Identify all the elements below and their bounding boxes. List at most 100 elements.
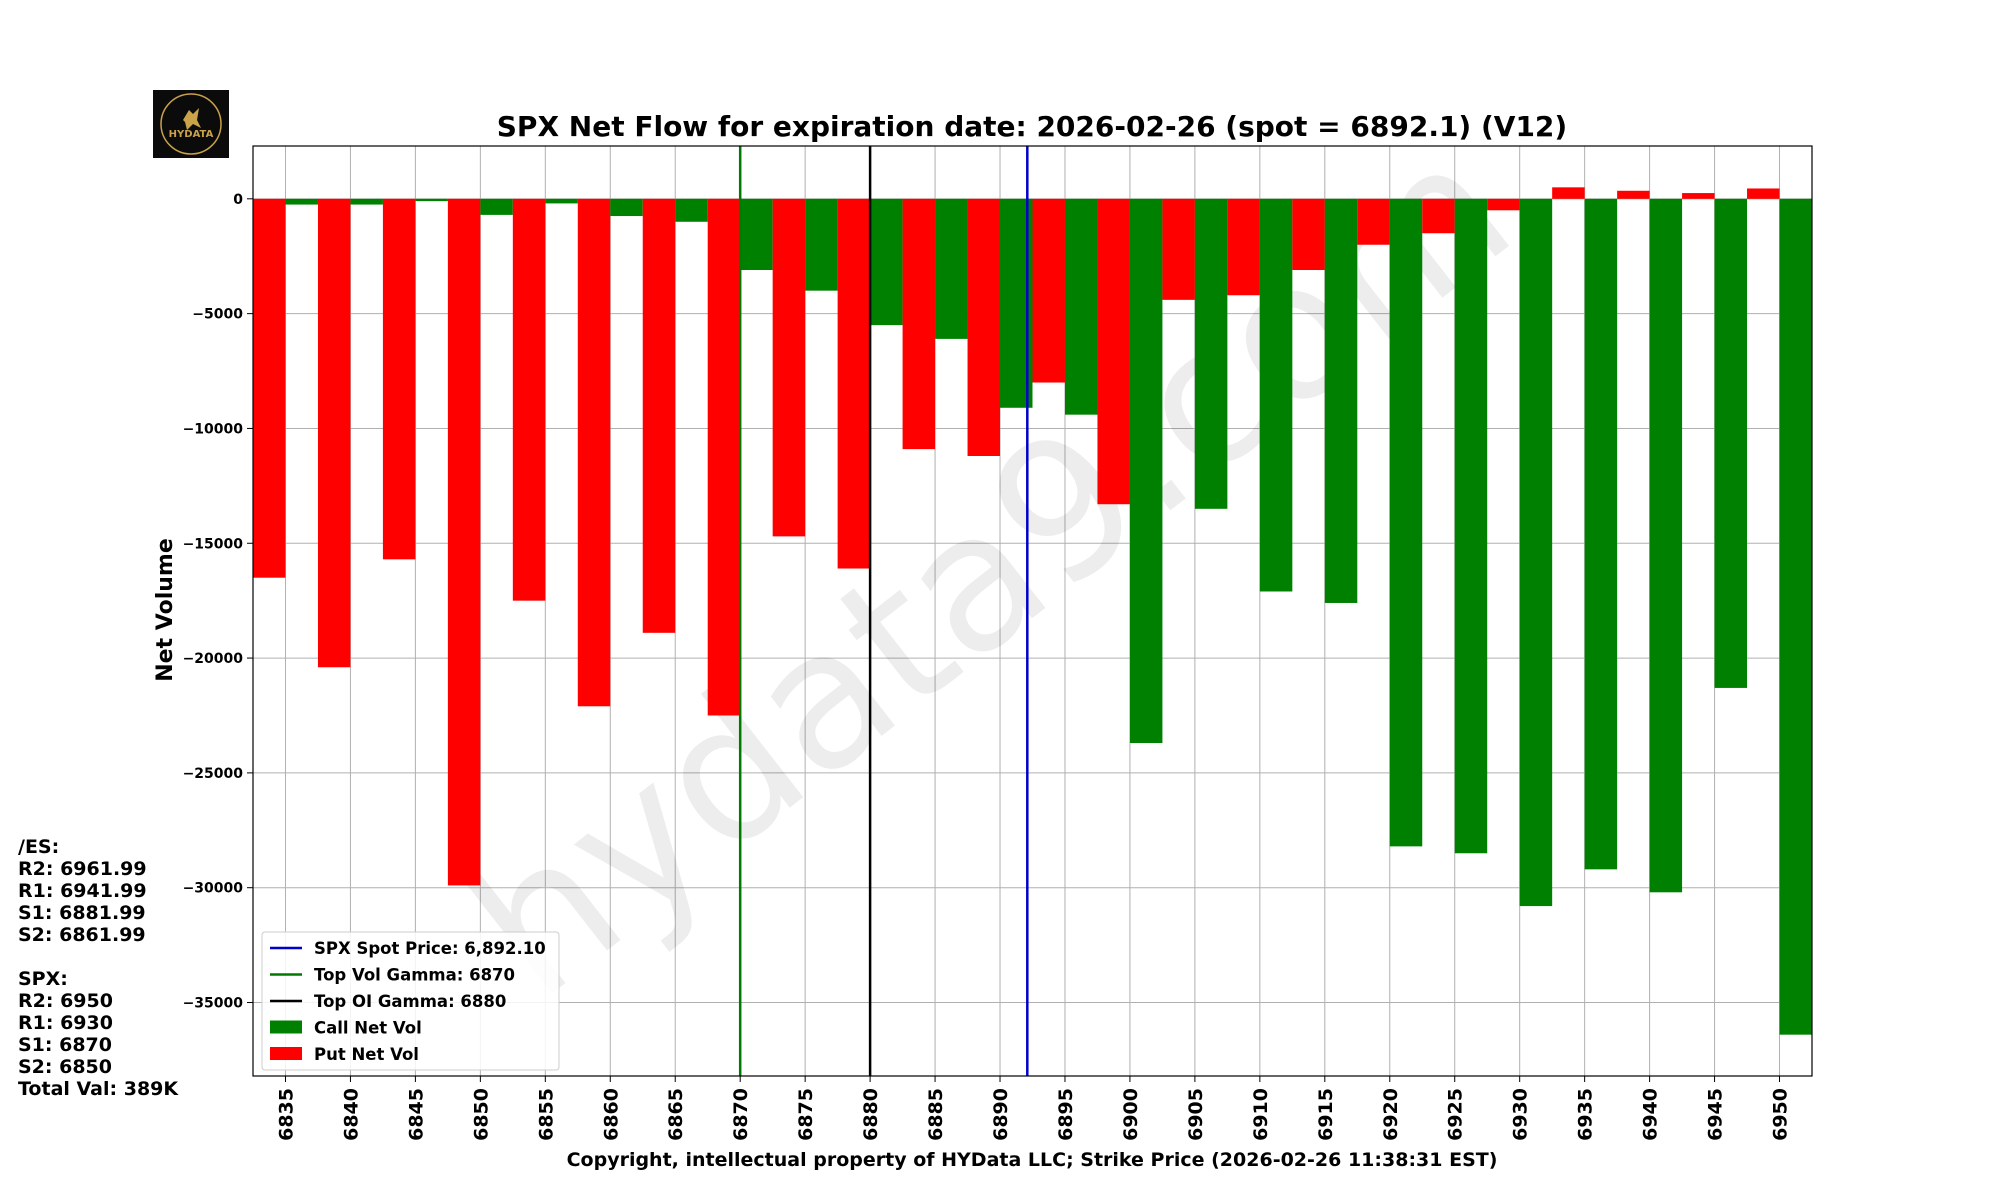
legend-label: Call Net Vol [314,1019,422,1038]
x-tick-label: 6910 [1250,1088,1272,1141]
x-tick-label: 6885 [925,1088,947,1141]
call-bar [545,198,578,204]
x-tick-label: 6905 [1185,1088,1207,1141]
x-axis-label: Copyright, intellectual property of HYDa… [567,1149,1498,1171]
put-bar [382,198,416,560]
chart-title: SPX Net Flow for expiration date: 2026-0… [497,110,1567,143]
es-header: /ES: [18,836,60,858]
levels-panel: /ES: R2: 6961.99 R1: 6941.99 S1: 6881.99… [18,836,178,1100]
put-bar [707,198,741,716]
put-bar [1357,198,1390,245]
put-bar [902,198,936,450]
x-tick-label: 6945 [1705,1088,1727,1141]
call-bar [935,198,968,339]
call-bar [1519,198,1553,907]
y-tick-label: −30000 [183,881,244,897]
y-tick-label: 0 [233,192,243,208]
call-bar [1584,198,1618,870]
call-bar [1714,198,1748,688]
es-level: S2: 6861.99 [18,924,146,946]
spx-level: S2: 6850 [18,1056,112,1078]
put-bar [1552,187,1585,199]
call-bar [1064,198,1098,415]
x-tick-label: 6870 [730,1088,752,1141]
put-bar [967,198,1001,456]
legend-patch-swatch [270,1020,302,1034]
call-bar [1324,198,1358,603]
put-bar [447,198,481,886]
put-bar [1227,198,1260,296]
put-bar [1032,198,1065,383]
put-bar [1097,198,1130,505]
y-axis-ticks: 0 −5000 −10000 −15000 −20000 −25000 −30000 −350… [183,192,253,1012]
put-bar [837,198,871,569]
x-tick-label: 6855 [535,1088,557,1141]
put-bar [1422,198,1455,234]
es-level: S1: 6881.99 [18,902,146,924]
call-bar [1454,198,1488,854]
put-bar [1487,198,1520,211]
put-bar [1292,198,1325,270]
call-bar [610,198,643,217]
legend-patch-swatch [270,1047,302,1060]
bars [253,187,1812,1035]
put-bar [642,198,676,633]
y-tick-label: −20000 [183,651,244,667]
spx-level: R1: 6930 [18,1012,113,1034]
legend-label: Top Vol Gamma: 6870 [314,966,515,985]
put-bar [1747,188,1780,199]
spx-level: S1: 6870 [18,1034,112,1056]
x-tick-label: 6880 [860,1088,882,1141]
y-tick-label: −5000 [192,307,243,323]
x-tick-label: 6930 [1510,1088,1532,1141]
x-tick-label: 6925 [1445,1088,1467,1141]
x-tick-label: 6915 [1315,1088,1337,1141]
call-bar [1129,198,1163,744]
x-tick-label: 6850 [470,1088,492,1141]
logo-text: HYDATA [169,129,214,140]
plot-frame [252,145,1813,1077]
put-bar [1162,198,1195,300]
x-tick-label: 6865 [665,1088,687,1141]
legend-label: Top OI Gamma: 6880 [314,992,506,1011]
x-axis-ticks: 6835 6840 6845 6850 6855 6860 6865 6870 6875 6880… [275,1076,1792,1141]
legend-box [261,931,560,1071]
y-tick-label: −10000 [183,421,244,437]
call-bar [1779,198,1812,1035]
call-bar [675,198,708,222]
call-bar [805,198,838,291]
spx-header: SPX: [18,968,68,990]
call-bar [480,198,513,215]
call-bar [1194,198,1228,509]
spx-level: R2: 6950 [18,990,113,1012]
y-tick-label: −25000 [183,766,244,782]
call-bar [350,198,383,205]
legend-label: SPX Spot Price: 6,892.10 [314,939,546,958]
legend: SPX Spot Price: 6,892.10 Top Vol Gamma: 6… [261,931,560,1071]
total-value: Total Val: 389K [18,1078,179,1100]
x-tick-label: 6875 [795,1088,817,1141]
legend-label: Put Net Vol [314,1045,419,1064]
call-bar [415,198,448,202]
es-level: R2: 6961.99 [18,858,147,880]
reference-lines [738,146,1029,1076]
x-tick-label: 6920 [1380,1088,1402,1141]
hydata-logo: HYDATA [153,90,229,158]
x-tick-label: 6900 [1120,1088,1142,1141]
x-tick-label: 6845 [405,1088,427,1141]
y-tick-label: −35000 [183,996,244,1012]
y-tick-label: −15000 [183,536,244,552]
x-tick-label: 6895 [1055,1088,1077,1141]
call-bar [740,198,773,270]
x-tick-label: 6840 [340,1088,362,1141]
x-tick-label: 6890 [990,1088,1012,1141]
call-bar [1649,198,1683,893]
x-tick-label: 6835 [275,1088,297,1141]
call-bar [1389,198,1423,847]
put-bar [577,198,611,707]
y-axis-label: Net Volume [153,538,178,682]
x-tick-label: 6860 [600,1088,622,1141]
x-tick-label: 6940 [1640,1088,1662,1141]
logo-bull-icon [183,108,201,130]
